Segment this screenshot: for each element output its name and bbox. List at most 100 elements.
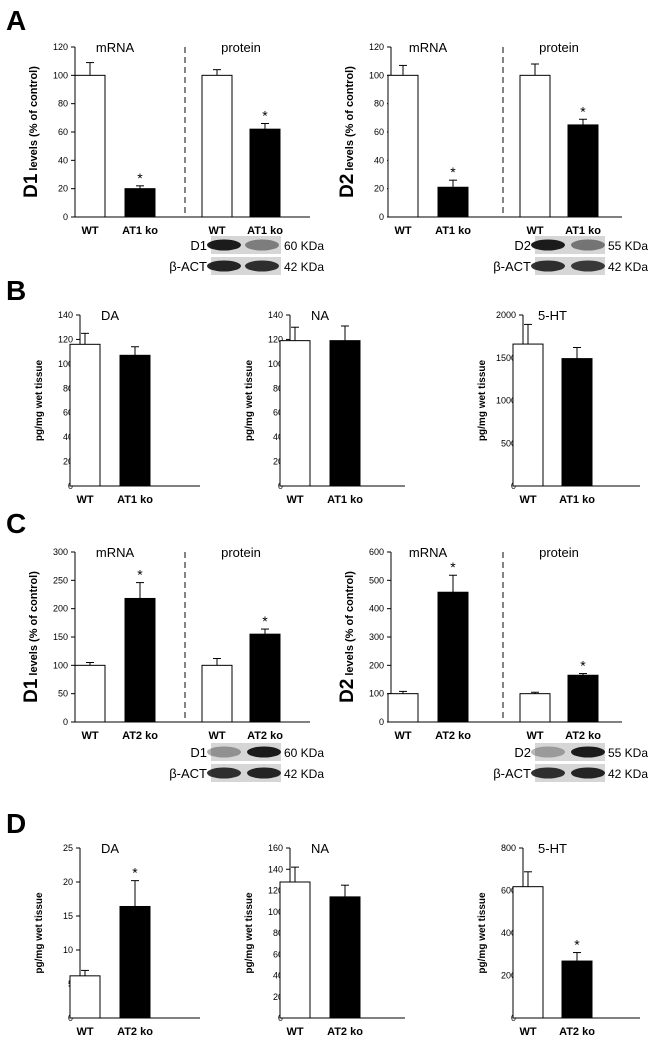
group-title: protein	[539, 40, 579, 55]
y-axis-label-sub: levels (% of control)	[28, 571, 40, 676]
y-tick-label: 40	[63, 432, 73, 442]
chart-b-da: 020406080100120140pg/mg wet tissueDAWTAT…	[34, 308, 200, 506]
y-tick-label: 20	[58, 184, 68, 194]
bar	[329, 340, 361, 487]
significance-star: *	[580, 658, 586, 674]
blot-band	[531, 767, 565, 779]
bar	[387, 693, 419, 723]
bar	[69, 975, 101, 1019]
y-tick-label: 140	[58, 310, 73, 320]
chart-a-d1: 0 20 40 60 80 100 120 D1 levels (% of control) mR…	[21, 40, 310, 237]
bar	[567, 124, 599, 218]
significance-star: *	[450, 559, 456, 575]
blot-protein-label: β-ACT	[493, 259, 531, 274]
y-axis-label-main: D1	[21, 173, 42, 198]
bar	[201, 664, 233, 723]
bar	[201, 74, 233, 218]
blot-band	[245, 260, 279, 272]
x-tick-label: WT	[526, 225, 543, 237]
blot-band	[571, 260, 605, 272]
bar	[437, 591, 469, 723]
y-tick-label: 50	[58, 689, 68, 699]
significance-star: *	[580, 103, 586, 119]
x-tick-label: WT	[81, 730, 98, 742]
y-tick-label: 120	[268, 886, 283, 896]
y-tick-label: 20	[374, 184, 384, 194]
western-blot-c-d2: D2 55 KDa β-ACT 42 KDa	[493, 743, 648, 782]
bar	[124, 188, 156, 218]
y-tick-label: 1500	[496, 353, 516, 363]
blot-mw-label: 42 KDa	[608, 260, 648, 274]
blot-band	[207, 239, 241, 251]
x-tick-label: AT2 ko	[559, 1026, 595, 1038]
y-tick-label: 80	[374, 99, 384, 109]
significance-star: *	[262, 108, 268, 124]
y-tick-label: 200	[53, 604, 68, 614]
group-title: NA	[311, 841, 329, 856]
y-tick-label: 500	[501, 438, 516, 448]
y-axis-label-main: D2	[337, 174, 358, 198]
y-axis-label: D1 levels (% of control)	[21, 571, 42, 703]
bar	[119, 905, 151, 1019]
y-tick-label: 120	[58, 334, 73, 344]
blot-mw-label: 42 KDa	[284, 260, 324, 274]
bar	[519, 693, 551, 723]
y-tick-label: 100	[58, 359, 73, 369]
group-title: DA	[101, 841, 119, 856]
chart-c-d1: 0 50 100 150 200 250 300 D1 levels (% of control…	[21, 545, 310, 742]
x-tick-label: WT	[76, 494, 93, 506]
group-title: protein	[221, 545, 261, 560]
significance-star: *	[262, 613, 268, 629]
significance-star: *	[137, 567, 143, 583]
bar	[74, 664, 106, 723]
x-tick-label: WT	[76, 1026, 93, 1038]
y-axis-label-sub: levels (% of control)	[344, 66, 356, 171]
blot-band	[207, 767, 241, 779]
x-tick-label: WT	[286, 1026, 303, 1038]
blot-protein-label: D1	[190, 745, 207, 760]
y-tick-label: 200	[501, 971, 516, 981]
bar	[387, 74, 419, 218]
x-tick-label: AT2 ko	[247, 730, 283, 742]
x-tick-label: AT1 ko	[122, 225, 158, 237]
group-title: 5-HT	[538, 841, 567, 856]
blot-band	[245, 239, 279, 251]
chart-b-na: 020406080100120140pg/mg wet tissueNAWTAT…	[244, 308, 405, 506]
x-tick-label: WT	[81, 225, 98, 237]
chart-b-5ht: 0500100015002000pg/mg wet tissue5-HTWTAT…	[477, 308, 640, 506]
x-tick-label: AT2 ko	[327, 1026, 363, 1038]
y-tick-label: 300	[369, 632, 384, 642]
y-tick-label: 25	[63, 843, 73, 853]
significance-star: *	[137, 170, 143, 186]
group-title: 5-HT	[538, 308, 567, 323]
y-tick-label: 160	[268, 843, 283, 853]
y-tick-label: 120	[369, 42, 384, 52]
bar	[329, 896, 361, 1019]
y-axis-label: pg/mg wet tissue	[477, 360, 488, 442]
chart-d-5ht: 0200400600800pg/mg wet tissue5-HTWT*AT2 …	[477, 841, 640, 1038]
x-tick-label: WT	[394, 225, 411, 237]
blot-band	[207, 260, 241, 272]
group-title: mRNA	[409, 545, 448, 560]
group-title: mRNA	[96, 545, 135, 560]
y-tick-label: 200	[369, 660, 384, 670]
bar	[512, 343, 544, 487]
bar	[519, 74, 551, 218]
bar	[69, 343, 101, 487]
y-tick-label: 20	[63, 877, 73, 887]
blot-protein-label: D1	[190, 238, 207, 253]
panel-label-a: A	[6, 5, 26, 36]
blot-band	[247, 767, 281, 779]
y-tick-label: 80	[273, 928, 283, 938]
x-tick-label: WT	[394, 730, 411, 742]
group-title: NA	[311, 308, 329, 323]
y-tick-label: 300	[53, 547, 68, 557]
x-tick-label: AT2 ko	[435, 730, 471, 742]
western-blot-a-d2: D2 55 KDa β-ACT 42 KDa	[493, 236, 648, 275]
western-blot-c-d1: D1 60 KDa β-ACT 42 KDa	[169, 743, 324, 782]
bar	[437, 186, 469, 218]
y-tick-label: 140	[268, 864, 283, 874]
y-tick-label: 60	[273, 408, 283, 418]
y-tick-label: 100	[268, 359, 283, 369]
blot-mw-label: 42 KDa	[608, 767, 648, 781]
